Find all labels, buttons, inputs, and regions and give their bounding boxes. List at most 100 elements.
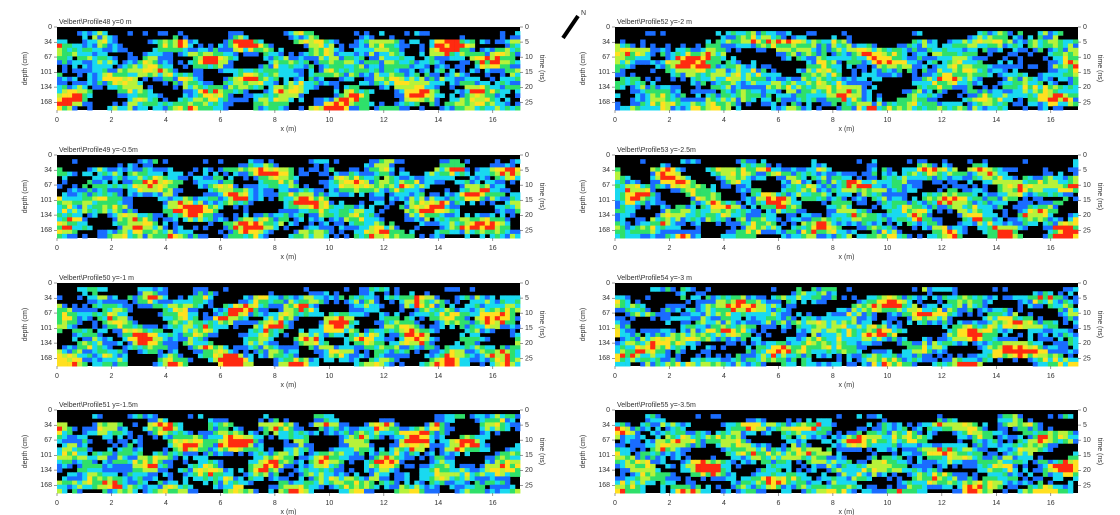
texture-cell [359,443,364,448]
texture-cell [419,209,424,214]
texture-cell [102,176,107,181]
texture-cell [253,192,258,197]
texture-cell [213,188,218,193]
texture-cell [223,427,228,432]
texture-cell [173,349,178,354]
y-axis-label: depth (cm) [22,180,29,213]
texture-cell [223,184,228,189]
texture-cell [92,345,97,350]
texture-cell [72,221,77,226]
texture-cell [460,184,465,189]
texture-cell [138,226,143,231]
texture-cell [97,192,102,197]
texture-cell [82,205,87,210]
texture-cell [324,209,329,214]
texture-cell [77,73,82,78]
texture-cell [273,468,278,473]
texture-cell [133,89,138,94]
texture-cell [133,481,138,486]
texture-cell [460,447,465,452]
texture-cell [273,69,278,74]
texture-cell [253,48,258,53]
texture-cell [173,341,178,346]
texture-cell [374,56,379,61]
texture-cell [133,188,138,193]
texture-cell [183,358,188,363]
texture-cell [349,73,354,78]
texture-cell [359,205,364,210]
texture-cell [450,464,455,469]
texture-cell [143,73,148,78]
texture-cell [208,184,213,189]
y-tick-label: 34 [44,39,52,46]
texture-cell [284,31,289,36]
texture-cell [284,192,289,197]
texture-cell [97,476,102,481]
texture-cell [480,300,485,305]
texture-cell [72,234,77,239]
texture-cell [304,192,309,197]
texture-cell [299,452,304,457]
texture-cell [414,213,419,218]
texture-cell [208,64,213,69]
texture-cell [500,69,505,74]
texture-cell [480,56,485,61]
texture-cell [233,89,238,94]
texture-cell [87,64,92,69]
texture-cell [228,312,233,317]
texture-cell [505,472,510,477]
texture-cell [203,98,208,103]
texture-cell [87,464,92,469]
texture-cell [122,209,127,214]
texture-cell [429,460,434,465]
texture-cell [87,431,92,436]
texture-cell [143,291,148,296]
texture-cell [183,447,188,452]
texture-cell [314,295,319,300]
texture-cell [399,85,404,90]
texture-cell [389,333,394,338]
texture-cell [299,427,304,432]
texture-cell [278,362,283,367]
texture-cell [404,77,409,82]
texture-cell [273,81,278,86]
texture-cell [92,184,97,189]
texture-cell [404,31,409,36]
texture-cell [138,81,143,86]
texture-cell [188,312,193,317]
texture-cell [460,226,465,231]
texture-cell [309,300,314,305]
texture-cell [107,349,112,354]
texture-cell [72,312,77,317]
texture-cell [389,172,394,177]
texture-cell [440,201,445,206]
texture-cell [213,172,218,177]
texture-cell [324,468,329,473]
texture-cell [414,320,419,325]
texture-cell [500,468,505,473]
texture-cell [344,447,349,452]
texture-cell [208,60,213,65]
texture-cell [475,414,480,419]
texture-cell [309,188,314,193]
texture-cell [475,300,480,305]
texture-cell [510,472,515,477]
texture-cell [319,312,324,317]
texture-cell [218,93,223,98]
texture-cell [188,320,193,325]
texture-cell [429,337,434,342]
texture-cell [445,56,450,61]
texture-cell [374,188,379,193]
texture-cell [349,349,354,354]
texture-cell [470,354,475,359]
texture-cell [334,464,339,469]
texture-cell [379,172,384,177]
texture-cell [460,197,465,202]
texture-cell [133,102,138,107]
texture-cell [500,64,505,69]
texture-cell [324,52,329,57]
texture-cell [319,234,324,239]
texture-cell [284,345,289,350]
texture-cell [148,427,153,432]
texture-cell [394,85,399,90]
